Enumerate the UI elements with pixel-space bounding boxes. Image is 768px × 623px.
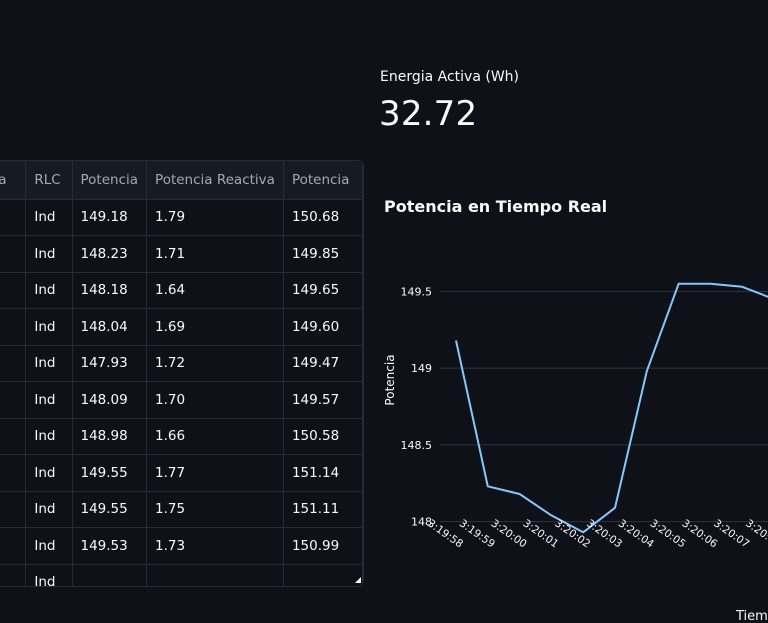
- table-header-row: PotenciaRLCPotenciaPotencia ReactivaPote…: [0, 161, 363, 200]
- table-cell[interactable]: 1.71: [146, 235, 284, 273]
- table-cell[interactable]: 151.11: [283, 491, 363, 528]
- table-cell[interactable]: [283, 564, 363, 586]
- table-cell[interactable]: [0, 345, 27, 382]
- table-cell[interactable]: [72, 564, 148, 586]
- table-cell[interactable]: Ind: [25, 564, 73, 586]
- table-row[interactable]: Ind 149.53 1.73 150.99: [0, 527, 363, 565]
- metric-value: 32.72: [379, 94, 478, 134]
- table-cell[interactable]: Ind: [25, 272, 73, 309]
- table-cell[interactable]: 148.18: [72, 272, 148, 309]
- table-cell[interactable]: 149.53: [72, 527, 148, 565]
- table-cell[interactable]: 1.66: [146, 418, 284, 455]
- table-cell[interactable]: 148.09: [72, 381, 148, 419]
- table-row[interactable]: Ind 147.93 1.72 149.47: [0, 345, 363, 382]
- table-cell[interactable]: [0, 527, 27, 565]
- table-cell[interactable]: 150.58: [283, 418, 363, 455]
- table-cell[interactable]: 148.04: [72, 308, 148, 346]
- table-cell[interactable]: [0, 199, 27, 236]
- table-cell[interactable]: Ind: [25, 235, 73, 273]
- table-cell[interactable]: 150.68: [283, 199, 363, 236]
- table-row[interactable]: Ind 148.09 1.70 149.57: [0, 381, 363, 419]
- table-row[interactable]: Ind 148.98 1.66 150.58: [0, 418, 363, 455]
- table-cell[interactable]: [0, 418, 27, 455]
- column-header[interactable]: Potencia: [283, 161, 363, 200]
- column-header[interactable]: Potencia Reactiva: [146, 161, 284, 200]
- table-row[interactable]: Ind 149.55 1.77 151.14: [0, 454, 363, 492]
- line-chart[interactable]: 149.5149148.5148Potencia3:19:583:19:593:…: [370, 250, 768, 623]
- chart-title: Potencia en Tiempo Real: [384, 197, 608, 216]
- table-cell[interactable]: 149.55: [72, 454, 148, 492]
- table-cell[interactable]: 1.64: [146, 272, 284, 309]
- table-cell[interactable]: 148.98: [72, 418, 148, 455]
- table-cell[interactable]: 150.99: [283, 527, 363, 565]
- y-tick-label: 149.5: [401, 285, 433, 298]
- table-row[interactable]: Ind 148.04 1.69 149.60: [0, 308, 363, 346]
- table-cell[interactable]: 148.23: [72, 235, 148, 273]
- table-cell[interactable]: Ind: [25, 345, 73, 382]
- table-cell[interactable]: 1.79: [146, 199, 284, 236]
- y-tick-label: 148: [411, 516, 432, 529]
- table-cell[interactable]: Ind: [25, 418, 73, 455]
- table-cell[interactable]: 149.55: [72, 491, 148, 528]
- table-cell[interactable]: [0, 308, 27, 346]
- table-cell[interactable]: [0, 491, 27, 528]
- table-resize-handle[interactable]: [355, 577, 361, 583]
- column-header[interactable]: Potencia: [0, 161, 27, 200]
- table-cell[interactable]: Ind: [25, 454, 73, 492]
- x-axis-label: Tiempo: [735, 609, 768, 623]
- data-table[interactable]: PotenciaRLCPotenciaPotencia ReactivaPote…: [0, 160, 364, 587]
- table-cell[interactable]: 147.93: [72, 345, 148, 382]
- metric-label: Energia Activa (Wh): [380, 69, 520, 85]
- table-cell[interactable]: 149.85: [283, 235, 363, 273]
- table-cell[interactable]: 1.75: [146, 491, 284, 528]
- y-axis-label: Potencia: [383, 354, 397, 405]
- y-tick-label: 149: [411, 362, 432, 375]
- table-cell[interactable]: [0, 381, 27, 419]
- table-cell[interactable]: [146, 564, 284, 586]
- table-row[interactable]: Ind: [0, 564, 363, 586]
- table-row[interactable]: Ind 148.23 1.71 149.85: [0, 235, 363, 273]
- table-cell[interactable]: Ind: [25, 381, 73, 419]
- series-line: [455, 282, 768, 534]
- table-cell[interactable]: 149.60: [283, 308, 363, 346]
- table-cell[interactable]: 1.70: [146, 381, 284, 419]
- column-header[interactable]: RLC: [25, 161, 73, 200]
- table-cell[interactable]: [0, 454, 27, 492]
- table-cell[interactable]: [0, 235, 27, 273]
- table-row[interactable]: Ind 149.18 1.79 150.68: [0, 199, 363, 236]
- table-cell[interactable]: 149.18: [72, 199, 148, 236]
- table-cell[interactable]: 149.47: [283, 345, 363, 382]
- table-cell[interactable]: Ind: [25, 199, 73, 236]
- column-header[interactable]: Potencia: [72, 161, 148, 200]
- table-cell[interactable]: 1.69: [146, 308, 284, 346]
- table-cell[interactable]: 149.65: [283, 272, 363, 309]
- table-cell[interactable]: Ind: [25, 527, 73, 565]
- table-cell[interactable]: [0, 564, 27, 586]
- table-cell[interactable]: 149.57: [283, 381, 363, 419]
- table-cell[interactable]: 1.77: [146, 454, 284, 492]
- table-cell[interactable]: Ind: [25, 308, 73, 346]
- table-cell[interactable]: [0, 272, 27, 309]
- table-cell[interactable]: 151.14: [283, 454, 363, 492]
- y-tick-label: 148.5: [401, 439, 433, 452]
- table-row[interactable]: Ind 149.55 1.75 151.11: [0, 491, 363, 528]
- table-cell[interactable]: Ind: [25, 491, 73, 528]
- table-cell[interactable]: 1.72: [146, 345, 284, 382]
- table-cell[interactable]: 1.73: [146, 527, 284, 565]
- table-row[interactable]: Ind 148.18 1.64 149.65: [0, 272, 363, 309]
